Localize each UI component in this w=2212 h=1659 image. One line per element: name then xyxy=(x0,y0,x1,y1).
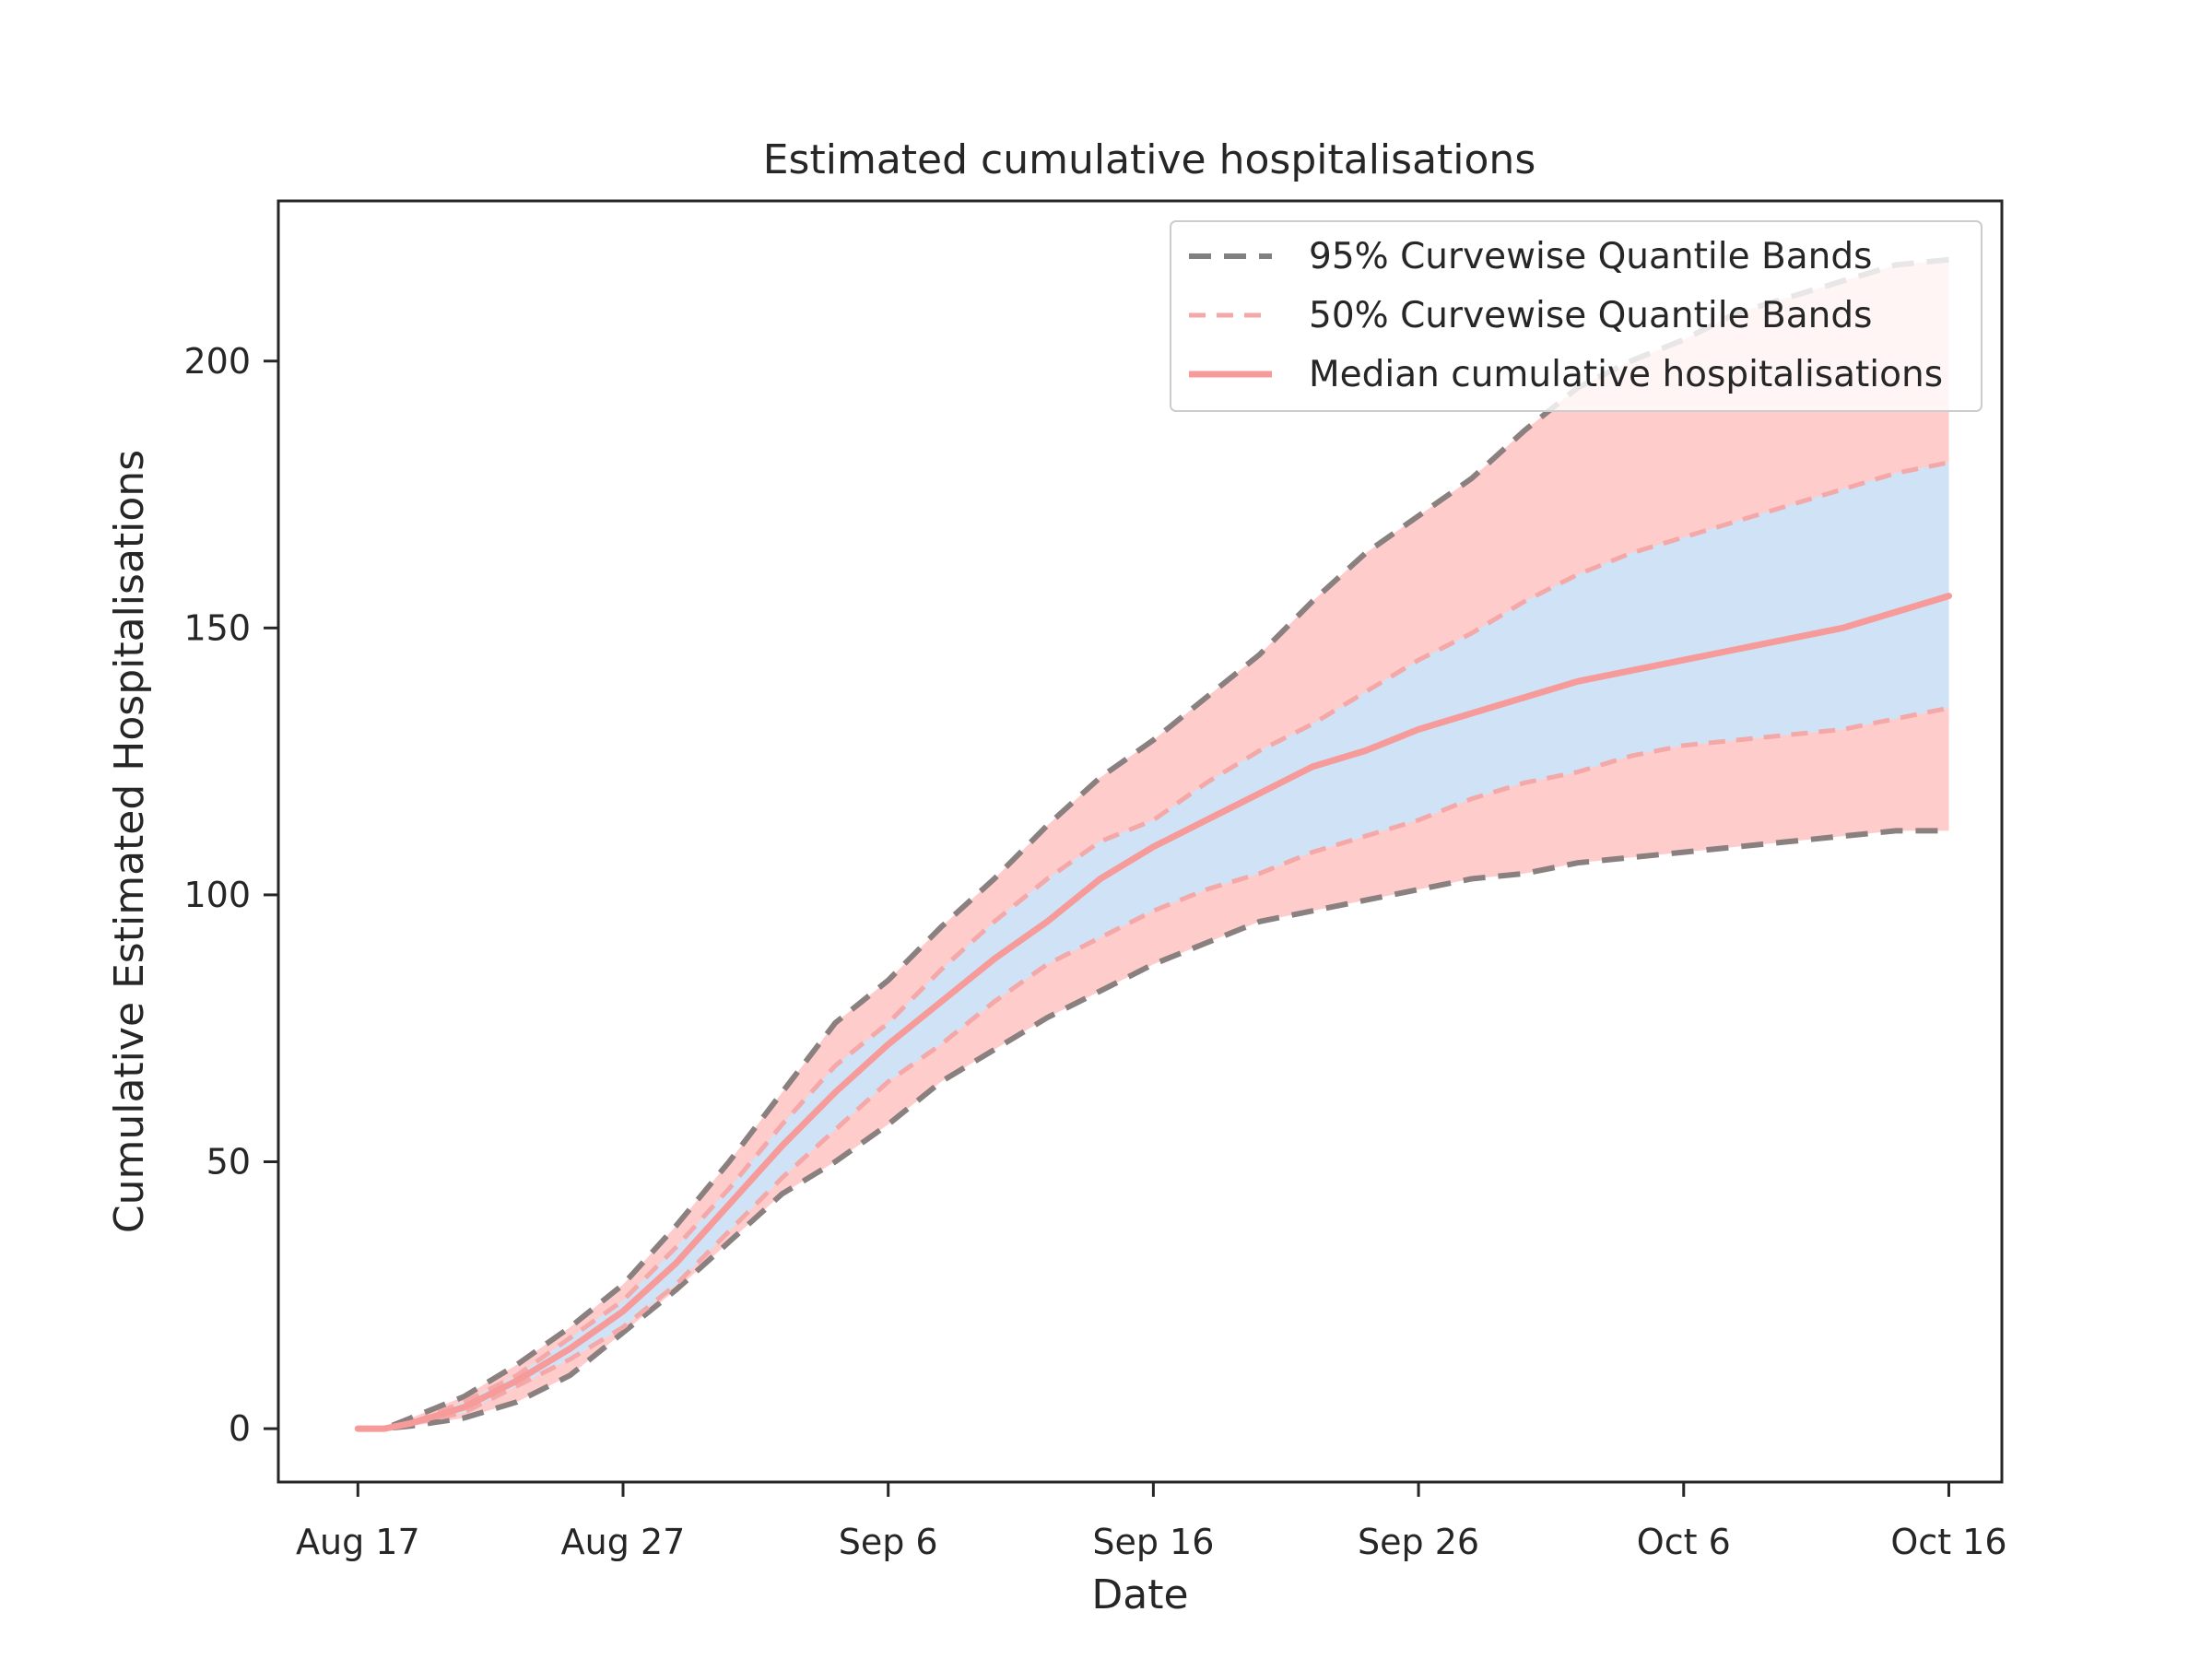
x-tick-label: Oct 16 xyxy=(1890,1522,2006,1562)
legend-label: 50% Curvewise Quantile Bands xyxy=(1309,295,1872,336)
legend-label: 95% Curvewise Quantile Bands xyxy=(1309,236,1872,277)
chart-title: Estimated cumulative hospitalisations xyxy=(763,136,1536,183)
x-tick-label: Sep 6 xyxy=(839,1522,938,1562)
x-tick-label: Sep 16 xyxy=(1092,1522,1214,1562)
y-tick-label: 50 xyxy=(206,1142,251,1182)
x-axis-title: Date xyxy=(1091,1571,1188,1618)
x-tick-label: Oct 6 xyxy=(1637,1522,1731,1562)
y-axis-title: Cumulative Estimated Hospitalisations xyxy=(106,450,153,1233)
y-tick-label: 200 xyxy=(183,341,251,382)
plot-frame xyxy=(276,199,2004,1484)
y-axis: 0 50 100 150 200 xyxy=(183,341,278,1449)
band-50-fill xyxy=(358,462,1949,1430)
band-95-lower-line xyxy=(358,828,1949,1432)
y-tick-label: 150 xyxy=(183,607,251,648)
x-tick-label: Aug 17 xyxy=(296,1522,420,1562)
legend-label: Median cumulative hospitalisations xyxy=(1309,354,1943,395)
median-line xyxy=(354,593,1952,1432)
x-tick-label: Sep 26 xyxy=(1358,1522,1479,1562)
y-tick-label: 100 xyxy=(183,875,251,915)
legend-box xyxy=(1170,220,1983,412)
band-50-lower-line xyxy=(358,705,1949,1431)
band-50-upper-line xyxy=(358,460,1949,1431)
y-tick-label: 0 xyxy=(229,1408,251,1449)
legend: 95% Curvewise Quantile Bands 50% Curvewis… xyxy=(1170,220,1983,412)
x-tick-label: Aug 27 xyxy=(561,1522,686,1562)
plot-area xyxy=(354,256,1952,1432)
x-axis: Aug 17 Aug 27 Sep 6 Sep 16 Sep 26 Oct 6 Oct 16 xyxy=(296,1482,2007,1562)
